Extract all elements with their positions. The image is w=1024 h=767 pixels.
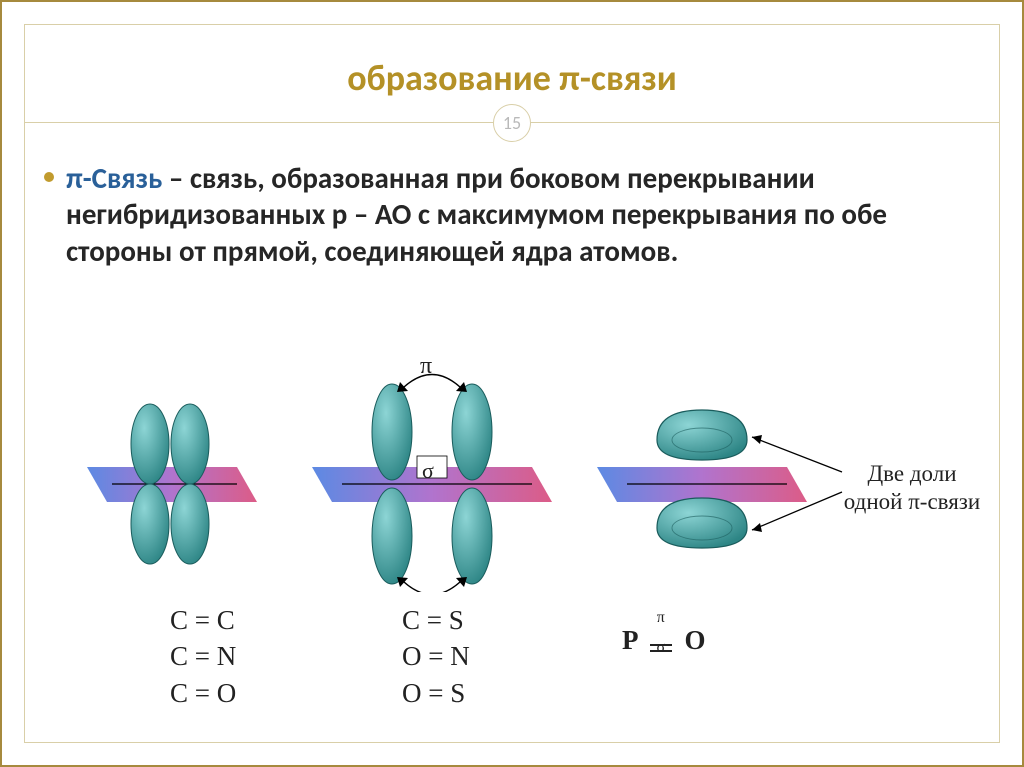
formula-o-n: O = N xyxy=(402,638,470,674)
annotation-line1: Две доли xyxy=(867,461,956,486)
lobes-annotation: Две доли одной π-связи xyxy=(842,460,982,515)
definition-text: – связь, образованная при боковом перекр… xyxy=(66,160,887,269)
po-pi: π xyxy=(648,607,674,629)
annotation-line2: одной π-связи xyxy=(844,489,980,514)
formula-c-s: C = S xyxy=(402,602,470,638)
definition-paragraph: π-Связь – связь, образованная при боково… xyxy=(66,160,958,269)
sigma-label: σ xyxy=(422,458,434,484)
po-right: O xyxy=(685,625,706,655)
diagram-group-1 xyxy=(87,404,257,564)
po-left: P xyxy=(622,625,637,655)
formula-p-o: P π σ O xyxy=(622,622,706,661)
page-number-badge: 15 xyxy=(493,104,531,142)
pi-label: π xyxy=(420,352,432,381)
bullet-icon xyxy=(44,172,54,182)
formula-c-n: C = N xyxy=(170,638,236,674)
formula-column-2: C = S O = N O = S xyxy=(402,602,470,711)
term-pi-bond: π-Связь xyxy=(66,160,162,196)
formula-c-c: C = C xyxy=(170,602,236,638)
formula-c-o: C = O xyxy=(170,675,236,711)
po-sigma: σ xyxy=(648,637,674,659)
formula-o-s: O = S xyxy=(402,675,470,711)
formula-column-1: C = C C = N C = O xyxy=(170,602,236,711)
slide-frame: образование π-связи 15 π-Связь – связь, … xyxy=(0,0,1024,767)
diagram-group-3 xyxy=(597,410,842,548)
slide-title: образование π-связи xyxy=(2,56,1022,100)
